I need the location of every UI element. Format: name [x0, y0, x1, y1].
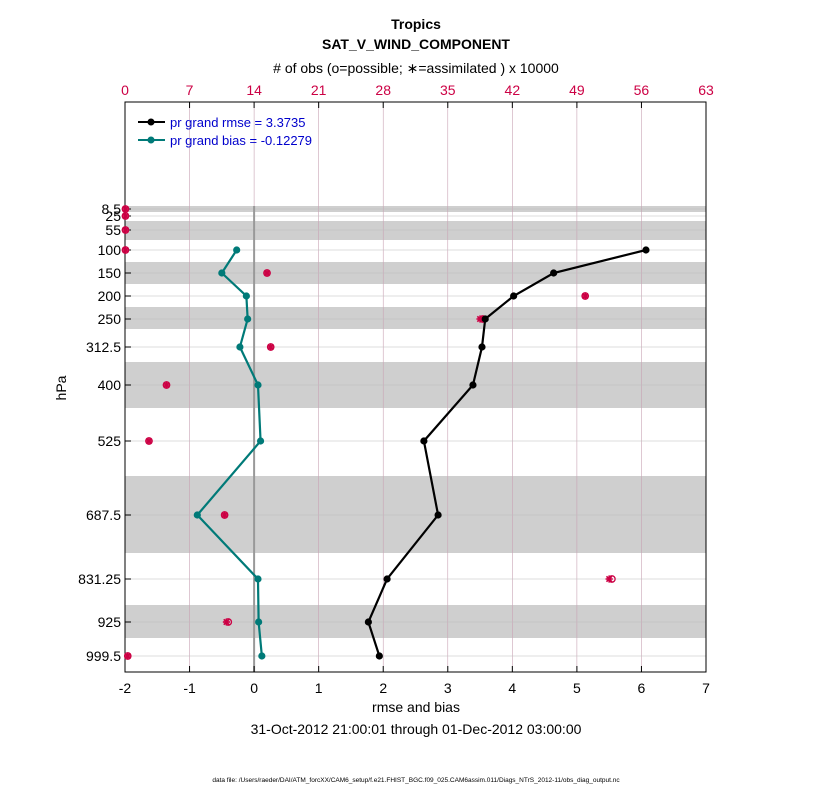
- y-tick-label: 687.5: [86, 507, 121, 523]
- legend-bias-marker: [147, 136, 155, 144]
- y-tick-label: 999.5: [86, 648, 121, 664]
- obs-assimilated-marker: [124, 652, 132, 660]
- y-tick-label: 525: [98, 433, 122, 449]
- legend-bias-label: pr grand bias = -0.12279: [170, 133, 312, 148]
- series-point-rmse: [469, 381, 477, 389]
- series-point-rmse: [420, 437, 428, 445]
- legend: pr grand rmse = 3.3735 pr grand bias = -…: [138, 115, 312, 148]
- layer-band: [125, 476, 706, 553]
- obs-assimilated-marker: [162, 381, 171, 389]
- series-point-bias: [254, 381, 262, 389]
- series-point-rmse: [481, 315, 489, 323]
- x-tick-label: 7: [702, 680, 710, 696]
- obs-assimilated-marker: [605, 575, 613, 583]
- obs-assimilated-marker: [121, 246, 130, 254]
- top-tick-label: 28: [375, 82, 391, 98]
- series-lines: [193, 246, 650, 660]
- legend-rmse-marker: [147, 118, 155, 126]
- top-tick-label: 21: [311, 82, 327, 98]
- x-tick-label: 3: [444, 680, 452, 696]
- y-tick-label: 150: [98, 265, 122, 281]
- layer-bands: [125, 206, 706, 638]
- series-point-rmse: [550, 269, 558, 277]
- layer-band: [125, 221, 706, 240]
- x-tick-label: -2: [119, 680, 132, 696]
- series-point-rmse: [375, 652, 383, 660]
- series-point-rmse: [510, 292, 518, 300]
- x-tick-label: 1: [315, 680, 323, 696]
- series-point-bias: [258, 652, 266, 660]
- x-tick-label: 6: [638, 680, 646, 696]
- top-axis-ticks: 0 7 14 21 28 35 42 49 56 63: [121, 82, 714, 108]
- top-tick-label: 35: [440, 82, 456, 98]
- obs-assimilated-marker: [263, 269, 271, 277]
- series-point-rmse: [642, 246, 650, 254]
- y-tick-label: 312.5: [86, 339, 121, 355]
- series-point-rmse: [434, 511, 442, 519]
- x-tick-label: 4: [508, 680, 516, 696]
- x-axis-ticks: -2 -1 0 1 2 3 4 5 6 7: [119, 666, 710, 696]
- y-tick-label: 25: [105, 208, 121, 224]
- time-range-label: 31-Oct-2012 21:00:01 through 01-Dec-2012…: [251, 721, 582, 737]
- x-axis-label: rmse and bias: [372, 699, 460, 715]
- y-tick-label: 831.25: [78, 571, 121, 587]
- top-tick-label: 49: [569, 82, 585, 98]
- y-tick-label: 200: [98, 288, 122, 304]
- series-point-bias: [242, 292, 250, 300]
- y-tick-label: 100: [98, 242, 122, 258]
- x-tick-label: 0: [250, 680, 258, 696]
- y-tick-label: 250: [98, 311, 122, 327]
- top-tick-label: 0: [121, 82, 129, 98]
- series-point-rmse: [364, 618, 372, 626]
- obs-assimilated-marker: [121, 205, 130, 213]
- top-tick-label: 63: [698, 82, 714, 98]
- series-point-bias: [244, 315, 252, 323]
- series-point-bias: [218, 269, 226, 277]
- top-tick-label: 42: [505, 82, 521, 98]
- top-tick-label: 56: [634, 82, 650, 98]
- y-tick-label: 400: [98, 377, 122, 393]
- y-tick-label: 925: [98, 614, 122, 630]
- series-point-bias: [233, 246, 241, 254]
- series-point-rmse: [383, 575, 391, 583]
- top-tick-label: 14: [246, 82, 262, 98]
- y-tick-label: 8.5: [102, 201, 122, 217]
- x-tick-label: -1: [183, 680, 196, 696]
- obs-assimilated-marker: [581, 292, 589, 300]
- series-point-rmse: [478, 343, 486, 351]
- top-tick-label: 7: [186, 82, 194, 98]
- obs-assimilated-marker: [145, 437, 153, 445]
- series-point-bias: [193, 511, 201, 519]
- x-tick-label: 2: [379, 680, 387, 696]
- obs-assimilated-marker: [221, 511, 229, 519]
- obs-assimilated-marker: [121, 226, 130, 234]
- chart-subtitle: SAT_V_WIND_COMPONENT: [322, 36, 510, 52]
- layer-band: [125, 307, 706, 329]
- layer-band: [125, 605, 706, 638]
- x-tick-label: 5: [573, 680, 581, 696]
- obs-assimilated-marker: [267, 343, 275, 351]
- obs-assimilated-marker: [222, 618, 231, 626]
- series-point-bias: [256, 437, 265, 445]
- y-axis-label: hPa: [53, 375, 69, 400]
- data-file-footnote: data file: /Users/raeder/DAI/ATM_forcXX/…: [212, 777, 620, 784]
- legend-rmse-label: pr grand rmse = 3.3735: [170, 115, 306, 130]
- obs-count-markers: [121, 205, 616, 660]
- series-point-bias: [255, 618, 263, 626]
- obs-assimilated-marker: [121, 212, 130, 220]
- plot-frame: [124, 101, 707, 673]
- y-tick-label: 55: [105, 222, 121, 238]
- series-point-bias: [254, 575, 262, 583]
- series-point-bias: [236, 343, 244, 351]
- top-axis-label: # of obs (o=possible; ∗=assimilated ) x …: [273, 60, 559, 76]
- chart-title: Tropics: [391, 16, 441, 32]
